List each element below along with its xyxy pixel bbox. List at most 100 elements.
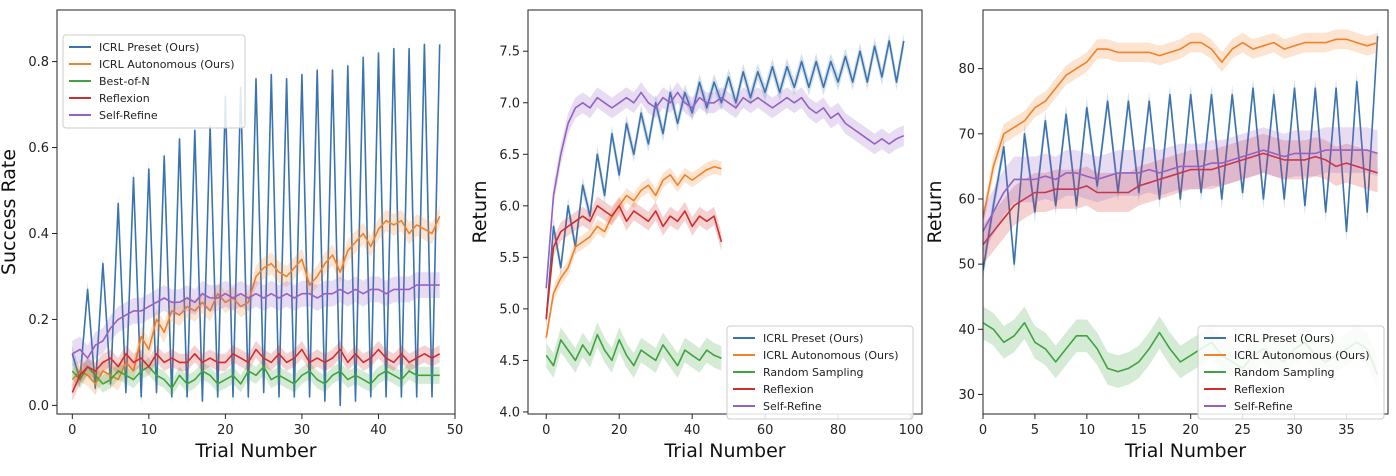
legend-label: ICRL Preset (Ours): [763, 332, 863, 345]
confidence-band: [546, 82, 904, 299]
legend-entry: Best-of-N: [69, 75, 150, 88]
series-self-refine: [545, 82, 905, 299]
confidence-band: [546, 196, 722, 329]
legend-label: ICRL Autonomous (Ours): [1234, 349, 1370, 362]
y-tick-label: 60: [958, 192, 975, 207]
series-baseline-green: [71, 358, 440, 397]
legend-label: Self-Refine: [99, 109, 158, 122]
x-tick-label: 20: [1182, 423, 1199, 438]
axes-frame: [982, 9, 1389, 415]
y-tick-label: 6.0: [499, 199, 520, 214]
series-line: [983, 36, 1379, 271]
series-reflexion: [545, 196, 723, 329]
series-line: [983, 38, 1378, 219]
legend-entry: ICRL Preset (Ours): [69, 41, 199, 54]
legend-entry: ICRL Preset (Ours): [1204, 332, 1334, 345]
series-line: [545, 165, 722, 338]
x-tick-label: 40: [370, 423, 387, 438]
legend-entry: Self-Refine: [733, 400, 822, 413]
legend-label: Self-Refine: [763, 400, 822, 413]
plot-area: [545, 32, 905, 378]
series-line: [545, 205, 723, 320]
y-tick-label: 80: [958, 62, 975, 77]
legend-label: Reflexion: [99, 92, 150, 105]
x-axis-title: Trial Number: [1124, 440, 1246, 462]
y-axis-title: Success Rate: [0, 149, 20, 275]
legend-entry: ICRL Autonomous (Ours): [733, 349, 899, 362]
legend-entry: ICRL Autonomous (Ours): [69, 58, 235, 71]
legend-box: [62, 34, 246, 129]
series-reflexion: [71, 340, 441, 402]
x-tick-label: 60: [757, 423, 774, 438]
legend-label: Reflexion: [763, 383, 814, 396]
plot-area: [71, 35, 441, 414]
x-tick-label: 30: [294, 423, 311, 438]
y-tick-label: 5.5: [499, 251, 520, 266]
y-axis-title: Return: [924, 180, 946, 243]
series-self-refine: [71, 272, 440, 371]
legend-box: [726, 325, 914, 420]
x-tick-label: 50: [447, 423, 464, 438]
x-tick-label: 0: [542, 423, 550, 438]
y-tick-label: 0.0: [28, 399, 49, 414]
legend-label: ICRL Autonomous (Ours): [763, 349, 899, 362]
legend-label: Random Sampling: [1234, 366, 1335, 379]
axes-frame: [56, 9, 456, 415]
x-axis-title: Trial Number: [663, 440, 785, 462]
x-tick-label: 10: [141, 423, 158, 438]
x-tick-label: 20: [217, 423, 234, 438]
x-tick-label: 10: [1079, 423, 1096, 438]
confidence-band: [983, 133, 1378, 265]
legend-entry: Self-Refine: [1204, 400, 1293, 413]
series-line: [71, 365, 440, 389]
series-line: [71, 284, 440, 359]
legend-entry: Reflexion: [733, 383, 814, 396]
legend: ICRL Preset (Ours) ICRL Autonomous (Ours)…: [62, 34, 246, 129]
x-tick-label: 80: [830, 423, 847, 438]
series-icrl-autonomous: [71, 205, 441, 395]
series-line: [71, 215, 441, 385]
legend-label: Random Sampling: [763, 366, 864, 379]
y-tick-label: 7.0: [499, 96, 520, 111]
return-panel-middle: 0 20 40 60 80 100 4.0 4.5 5.0 5.5 6.0 6.5 7.0 7.5 Tria…: [469, 9, 924, 462]
y-tick-label: 6.5: [499, 148, 520, 163]
series-line: [545, 333, 722, 367]
y-tick-label: 70: [958, 127, 975, 142]
series-icrl-preset: [983, 26, 1379, 281]
confidence-band: [72, 340, 440, 402]
series-line: [545, 91, 905, 289]
x-tick-label: 40: [684, 423, 701, 438]
axes-frame: [527, 9, 923, 415]
legend-entry: Random Sampling: [733, 366, 864, 379]
x-tick-label: 0: [979, 423, 987, 438]
legend-label: ICRL Preset (Ours): [99, 41, 199, 54]
series-icrl-autonomous: [545, 159, 722, 345]
legend: ICRL Preset (Ours) ICRL Autonomous (Ours)…: [726, 325, 914, 420]
y-axis-title: Return: [469, 180, 491, 243]
legend-entry: Reflexion: [69, 92, 150, 105]
x-tick-label: 25: [1234, 423, 1251, 438]
return-panel-right: 0 5 10 15 20 25 30 35 30 40 50 60 70 80 Trial Number Re…: [924, 9, 1389, 462]
legend-entry: Reflexion: [1204, 383, 1285, 396]
y-tick-label: 7.5: [499, 45, 520, 60]
x-tick-label: 100: [899, 423, 924, 438]
success-rate-panel: 0 10 20 30 40 50 0.0 0.2 0.4 0.6 0.8 Trial Number Su…: [0, 9, 464, 462]
confidence-band: [546, 322, 722, 378]
x-tick-label: 0: [68, 423, 76, 438]
y-tick-label: 4.0: [499, 405, 520, 420]
x-axis-title: Trial Number: [194, 440, 316, 462]
y-tick-label: 0.6: [28, 141, 49, 156]
legend-box: [1197, 325, 1385, 420]
y-tick-label: 4.5: [499, 354, 520, 369]
y-tick-label: 0.4: [28, 227, 49, 242]
confidence-band: [546, 159, 722, 345]
y-tick-label: 0.2: [28, 313, 49, 328]
y-tick-label: 30: [958, 388, 975, 403]
confidence-band: [983, 127, 1378, 255]
y-tick-label: 40: [958, 323, 975, 338]
x-tick-label: 30: [1286, 423, 1303, 438]
legend-entry: Self-Refine: [69, 109, 158, 122]
series-icrl-preset: [545, 32, 905, 328]
confidence-band: [72, 272, 440, 371]
